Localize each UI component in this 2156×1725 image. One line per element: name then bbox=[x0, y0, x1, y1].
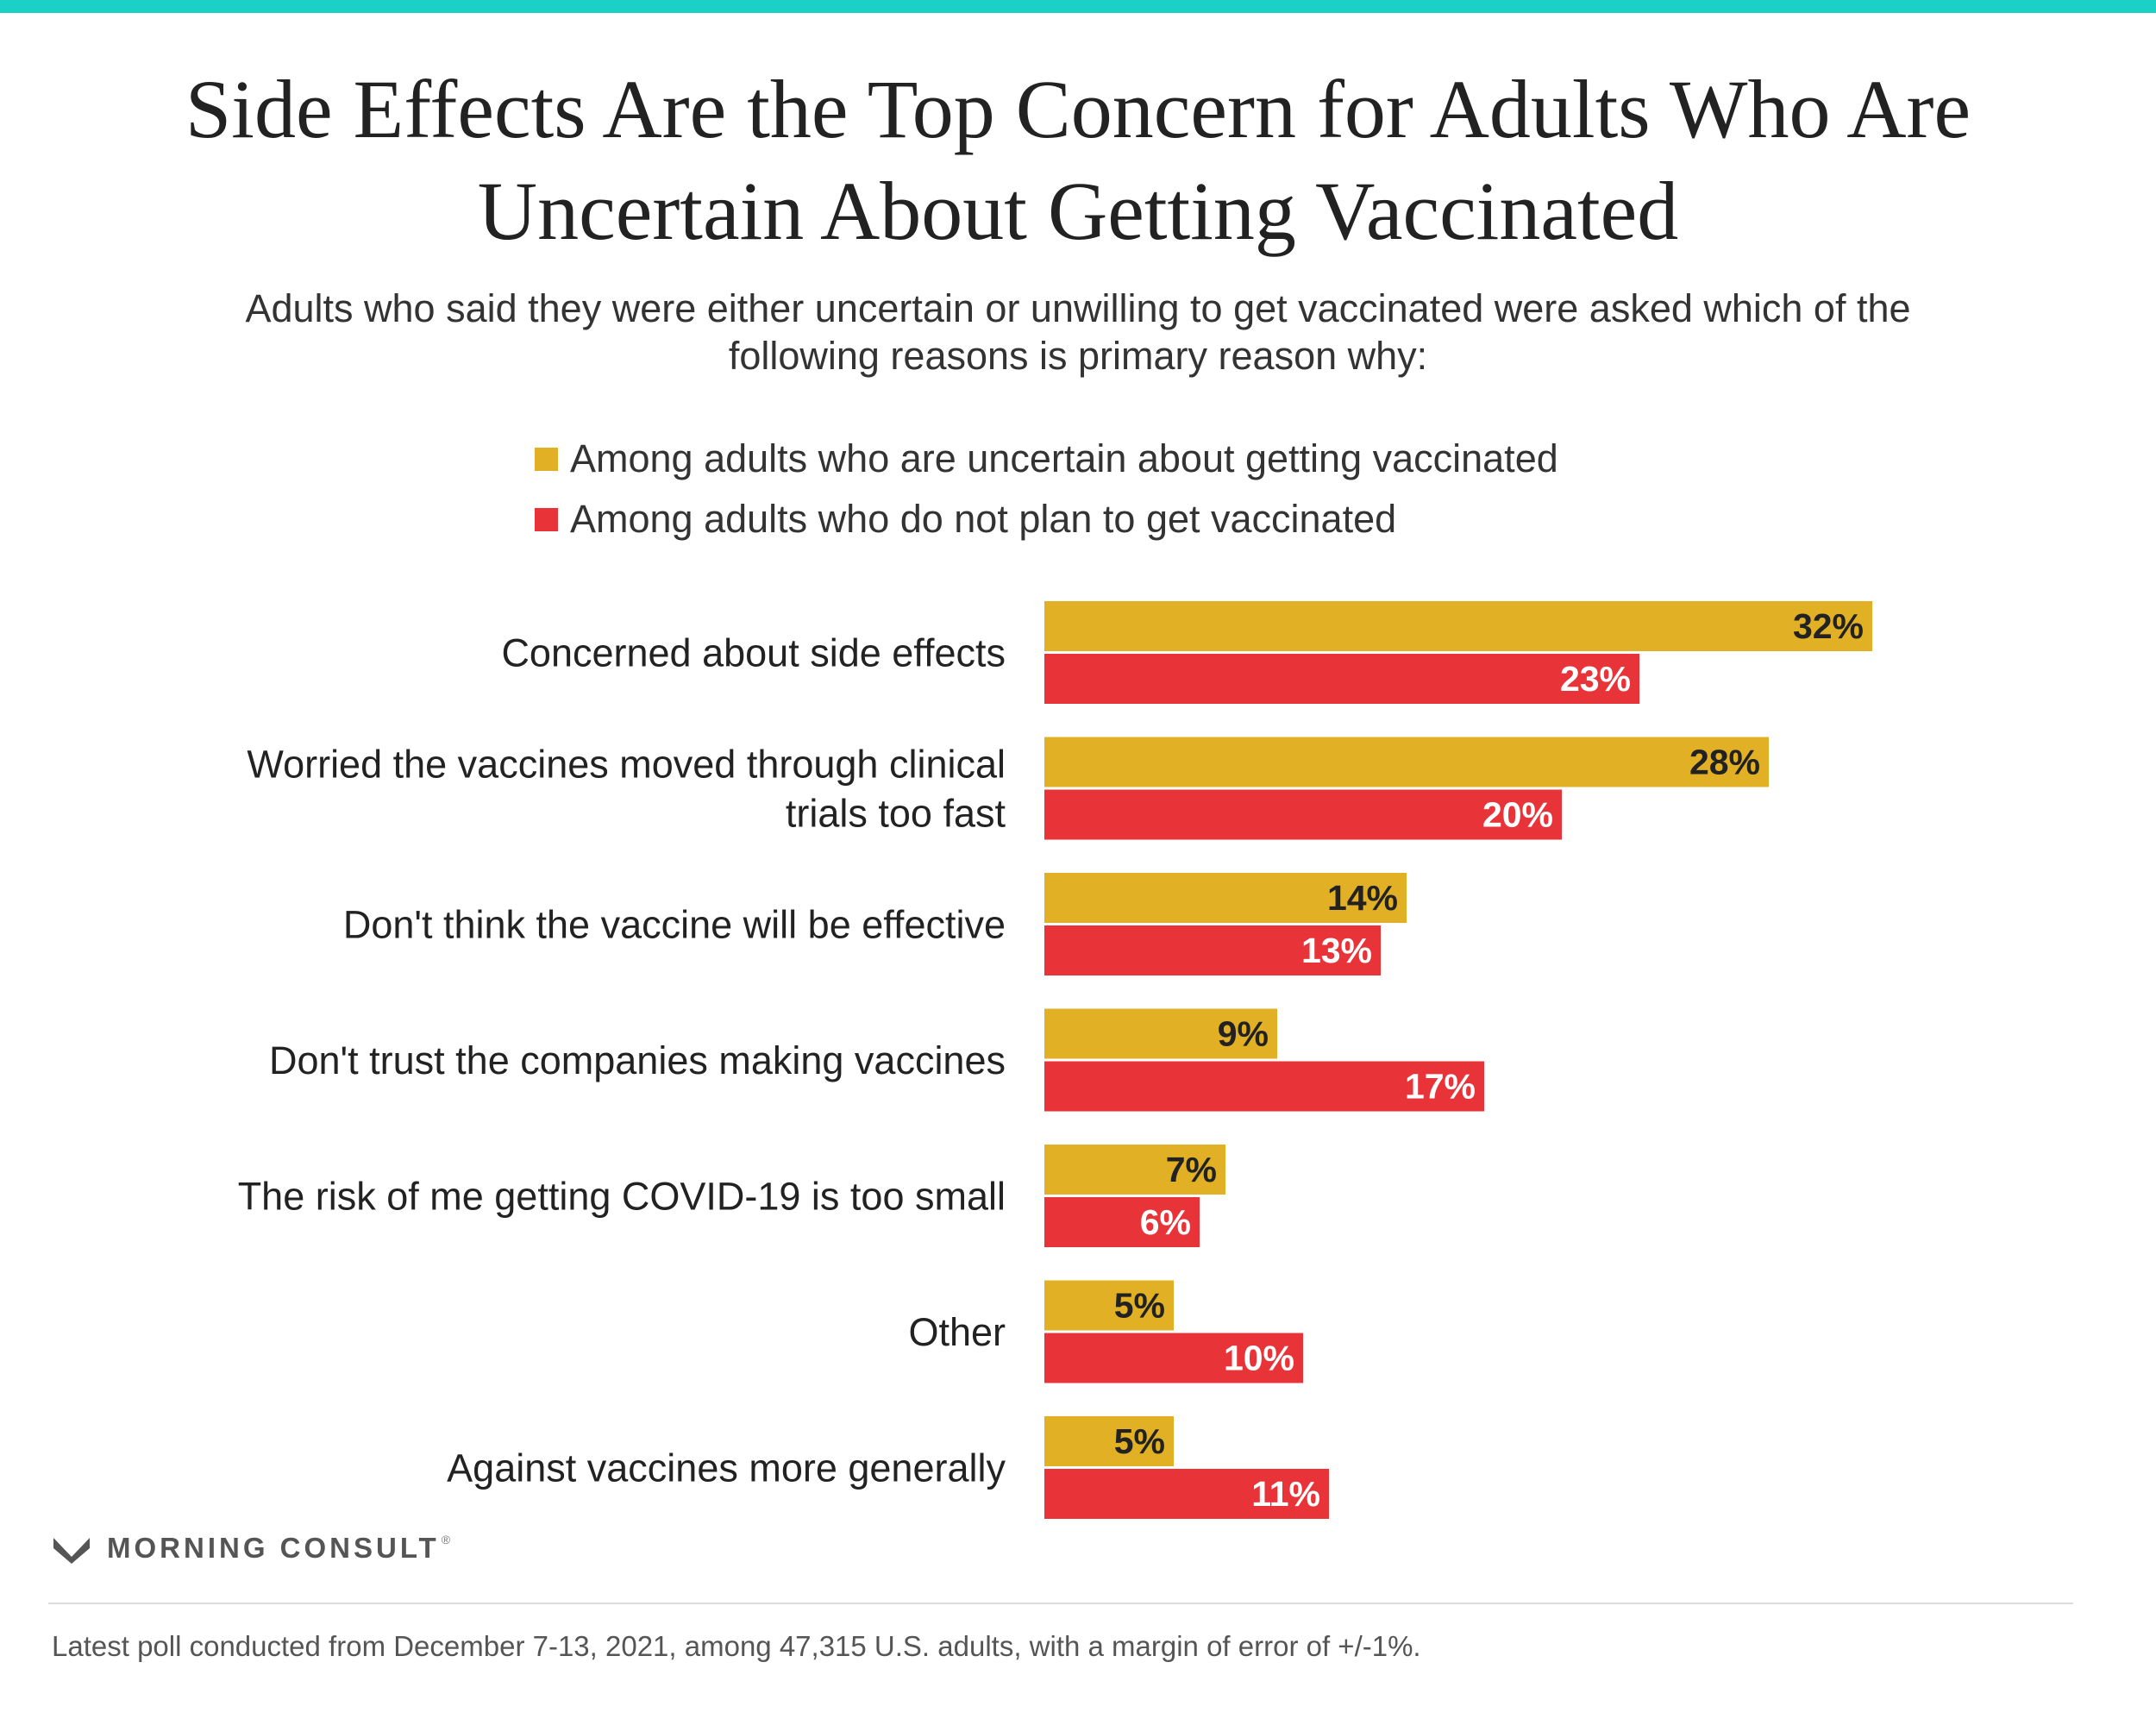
category-label-line: Don't trust the companies making vaccine… bbox=[269, 1038, 1006, 1082]
chart-title: Side Effects Are the Top Concern for Adu… bbox=[185, 63, 1971, 257]
category-label-line: Don't think the vaccine will be effectiv… bbox=[343, 903, 1006, 947]
category-label: The risk of me getting COVID-19 is too s… bbox=[238, 1175, 1006, 1219]
category-label-line: Other bbox=[908, 1310, 1006, 1354]
brand-logo-group: MORNING CONSULT ® bbox=[52, 1527, 450, 1570]
brand-registered-mark: ® bbox=[441, 1533, 451, 1546]
data-label-uncertain: 14% bbox=[1327, 878, 1398, 918]
bar-uncertain bbox=[1044, 873, 1407, 923]
bar-uncertain bbox=[1044, 737, 1769, 787]
data-label-uncertain: 28% bbox=[1689, 743, 1760, 782]
bar-no-plan bbox=[1044, 1061, 1484, 1112]
legend-label-no-plan: Among adults who do not plan to get vacc… bbox=[570, 497, 1397, 541]
category-label: Don't trust the companies making vaccine… bbox=[269, 1038, 1006, 1082]
category-label-line: trials too fast bbox=[786, 792, 1006, 836]
bar-uncertain bbox=[1044, 1280, 1174, 1331]
category-label: Don't think the vaccine will be effectiv… bbox=[343, 903, 1006, 947]
bar-no-plan bbox=[1044, 925, 1381, 975]
category-label: Other bbox=[908, 1310, 1006, 1354]
bar-uncertain bbox=[1044, 1145, 1225, 1195]
bar-uncertain bbox=[1044, 1008, 1277, 1059]
data-label-no-plan: 20% bbox=[1482, 795, 1553, 835]
data-label-no-plan: 23% bbox=[1560, 659, 1631, 699]
bar-uncertain bbox=[1044, 601, 1872, 651]
legend-item-no-plan: Among adults who do not plan to get vacc… bbox=[535, 495, 1396, 543]
bar-no-plan bbox=[1044, 1469, 1329, 1519]
footnote: Latest poll conducted from December 7-13… bbox=[52, 1630, 1421, 1662]
bar-uncertain bbox=[1044, 1416, 1174, 1466]
data-label-no-plan: 6% bbox=[1140, 1202, 1191, 1242]
legend-item-uncertain: Among adults who are uncertain about get… bbox=[535, 435, 1558, 483]
category-label-line: Worried the vaccines moved through clini… bbox=[247, 743, 1006, 787]
data-label-no-plan: 11% bbox=[1251, 1474, 1320, 1514]
legend-swatch-no-plan bbox=[535, 507, 558, 531]
category-label-line: The risk of me getting COVID-19 is too s… bbox=[238, 1175, 1006, 1219]
chart-subtitle: Adults who said they were either uncerta… bbox=[245, 286, 1911, 378]
data-label-no-plan: 13% bbox=[1301, 931, 1372, 970]
data-label-uncertain: 7% bbox=[1166, 1150, 1217, 1189]
data-label-uncertain: 5% bbox=[1114, 1286, 1165, 1326]
bar-no-plan bbox=[1044, 654, 1639, 704]
data-label-uncertain: 9% bbox=[1218, 1014, 1269, 1054]
data-label-no-plan: 10% bbox=[1224, 1339, 1294, 1378]
bar-no-plan bbox=[1044, 789, 1562, 840]
data-label-uncertain: 5% bbox=[1114, 1421, 1165, 1461]
category-label-line: Against vaccines more generally bbox=[447, 1446, 1006, 1490]
category-label: Worried the vaccines moved through clini… bbox=[247, 743, 1006, 836]
category-label: Against vaccines more generally bbox=[447, 1446, 1006, 1490]
bar-no-plan bbox=[1044, 1333, 1303, 1383]
data-label-uncertain: 32% bbox=[1793, 606, 1864, 646]
brand-name: MORNING CONSULT bbox=[107, 1532, 440, 1564]
bar-no-plan bbox=[1044, 1197, 1200, 1247]
morning-consult-logo-icon bbox=[53, 1538, 90, 1564]
top-accent-rule bbox=[0, 0, 2156, 13]
legend-label-uncertain: Among adults who are uncertain about get… bbox=[570, 436, 1558, 480]
legend-swatch-uncertain bbox=[535, 447, 558, 471]
data-label-no-plan: 17% bbox=[1405, 1067, 1476, 1107]
category-label-line: Concerned about side effects bbox=[501, 631, 1006, 675]
category-label: Concerned about side effects bbox=[501, 631, 1006, 675]
footer-divider bbox=[48, 1603, 2073, 1604]
